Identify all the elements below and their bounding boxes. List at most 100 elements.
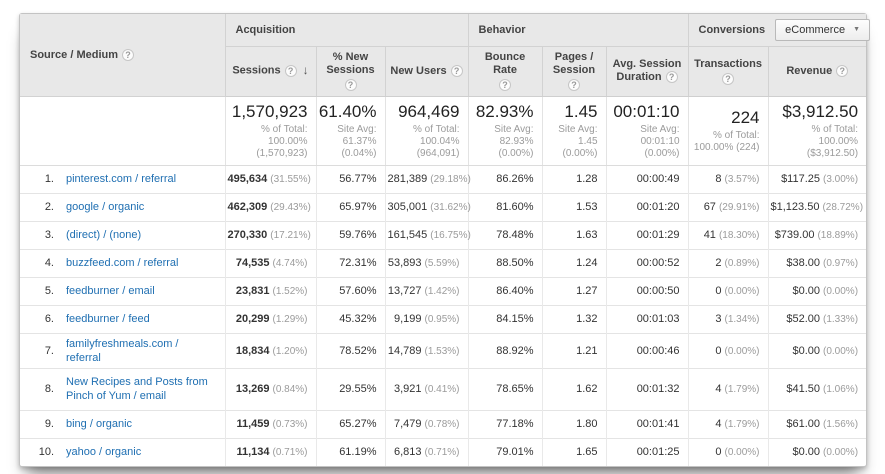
chevron-down-icon: ▼ [853,26,860,34]
sort-desc-icon[interactable]: ↓ [302,63,309,78]
new-users-cell: 3,921 (0.41%) [384,367,469,410]
source-medium-link[interactable]: google / organic [66,201,145,213]
revenue-cell: $117.25 (3.00%) [767,164,867,193]
table-row: 5. feedburner / email 23,831 (1.52%) 57.60… [20,276,867,305]
sessions-cell: 13,269 (0.84%) [224,367,316,410]
source-medium-link[interactable]: buzzfeed.com / referral [66,257,179,269]
column-header-row: Sessions? ↓ % New Sessions? New Users? Bo… [20,46,867,97]
source-medium-cell: 1. pinterest.com / referral [20,164,225,193]
bounce-rate-cell: 86.40% [467,276,543,305]
totals-bounce-rate: 82.93% Site Avg: 82.93% (0.00%) [467,96,543,166]
help-icon[interactable]: ? [122,48,135,61]
source-medium-link[interactable]: bing / organic [66,418,133,430]
help-icon[interactable]: ? [568,79,581,91]
revenue-cell: $0.00 (0.00%) [767,276,867,305]
bounce-rate-cell: 78.48% [467,220,543,249]
source-medium-cell: 6. feedburner / feed [20,304,225,333]
source-medium-link[interactable]: familyfreshmeals.com / referral [66,337,179,364]
source-medium-cell: 4. buzzfeed.com / referral [20,248,225,277]
column-header-sessions[interactable]: Sessions? ↓ [224,46,316,97]
column-header-revenue[interactable]: Revenue? [767,46,867,97]
revenue-cell: $1,123.50 (28.72%) [767,192,867,221]
sessions-cell: 20,299 (1.29%) [224,304,316,333]
totals-new-sessions: 61.40% Site Avg: 61.37% (0.04%) [315,96,385,166]
help-icon[interactable]: ? [665,71,678,84]
transactions-cell: 41 (18.30%) [687,220,769,249]
group-header-acquisition: Acquisition [224,14,469,47]
help-icon[interactable]: ? [284,64,297,77]
table-row: 2. google / organic 462,309 (29.43%) 65.97… [20,192,867,221]
new-sessions-cell: 56.77% [315,164,385,193]
pages-session-cell: 1.32 [541,304,607,333]
table-row: 4. buzzfeed.com / referral 74,535 (4.74%) … [20,248,867,277]
new-users-cell: 7,479 (0.78%) [384,409,469,438]
analytics-report-table: Source / Medium? Acquisition Behavior Co… [19,13,870,467]
source-medium-link[interactable]: pinterest.com / referral [66,173,177,185]
acquisition-label: Acquisition [235,23,296,36]
source-medium-cell: 7. familyfreshmeals.com / referral [20,332,225,368]
source-medium-link[interactable]: (direct) / (none) [66,229,142,241]
table-row: 10. yahoo / organic 11,134 (0.71%) 61.19% … [20,437,867,466]
sessions-cell: 495,634 (31.55%) [224,164,316,193]
source-medium-link[interactable]: feedburner / feed [66,313,150,325]
column-header-transactions[interactable]: Transactions? [687,46,769,97]
totals-avg-session-duration: 00:01:10 Site Avg: 00:01:10 (0.00%) [605,96,689,166]
new-sessions-cell: 59.76% [315,220,385,249]
source-medium-link[interactable]: yahoo / organic [66,446,142,459]
group-header-row: Source / Medium? Acquisition Behavior Co… [20,14,870,97]
row-rank: 9. [44,418,54,430]
pages-session-cell: 1.63 [541,220,607,249]
sessions-cell: 23,831 (1.52%) [224,276,316,305]
bounce-rate-cell: 79.01% [467,437,543,466]
source-medium-cell: 8. New Recipes and Posts from Pinch of Yu… [20,367,225,410]
source-medium-cell: 3. (direct) / (none) [20,220,225,249]
column-header-pages-session[interactable]: Pages / Session? [541,46,607,97]
source-medium-link[interactable]: feedburner / email [66,285,155,297]
new-users-cell: 281,389 (29.18%) [384,164,471,193]
sessions-cell: 11,134 (0.71%) [224,437,316,466]
help-icon[interactable]: ? [499,79,512,91]
column-header-new-users[interactable]: New Users? [384,46,469,97]
help-icon[interactable]: ? [722,72,735,85]
transactions-cell: 67 (29.91%) [687,192,769,221]
row-rank: 2. [44,201,54,213]
avg-session-duration-cell: 00:01:03 [605,304,689,333]
table-row: 1. pinterest.com / referral 495,634 (31.55… [20,164,867,193]
new-users-cell: 53,893 (5.59%) [384,248,469,277]
sessions-cell: 11,459 (0.73%) [224,409,316,438]
pages-session-cell: 1.80 [541,409,607,438]
behavior-label: Behavior [478,23,526,36]
totals-pages-session: 1.45 Site Avg: 1.45 (0.00%) [541,96,607,166]
help-icon[interactable]: ? [836,64,849,77]
source-medium-link[interactable]: New Recipes and Posts from Pinch of Yum … [66,376,208,402]
help-icon[interactable]: ? [450,64,463,77]
revenue-cell: $38.00 (0.97%) [767,248,867,277]
avg-session-duration-cell: 00:01:32 [605,367,689,410]
column-header-avg-session-duration[interactable]: Avg. Session Duration? [605,46,689,97]
new-sessions-cell: 65.27% [315,409,385,438]
sessions-cell: 18,834 (1.20%) [224,332,316,368]
new-sessions-cell: 65.97% [315,192,385,221]
column-header-new-sessions[interactable]: % New Sessions? [315,46,385,97]
revenue-cell: $41.50 (1.06%) [767,367,867,410]
new-users-cell: 13,727 (1.42%) [384,276,469,305]
pages-session-cell: 1.27 [541,276,607,305]
totals-row: 1,570,923% of Total: 100.00% (1,570,923)… [20,96,867,166]
column-header-bounce-rate[interactable]: Bounce Rate? [467,46,543,97]
new-users-cell: 6,813 (0.71%) [384,437,469,466]
source-medium-table: Source / Medium? Acquisition Behavior Co… [20,14,870,466]
bounce-rate-cell: 81.60% [467,192,543,221]
revenue-cell: $739.00 (18.89%) [767,220,867,249]
revenue-cell: $52.00 (1.33%) [767,304,867,333]
new-users-cell: 14,789 (1.53%) [384,332,469,368]
row-rank: 1. [44,173,54,185]
dimension-column-header[interactable]: Source / Medium? [20,14,225,97]
help-icon[interactable]: ? [344,79,357,91]
ecommerce-dropdown-value: eCommerce [785,23,846,36]
source-medium-cell: 10. yahoo / organic [20,437,225,466]
bounce-rate-cell: 78.65% [467,367,543,410]
conversions-label: Conversions [698,23,766,36]
ecommerce-dropdown[interactable]: eCommerce ▼ [775,18,870,41]
totals-sessions: 1,570,923% of Total: 100.00% (1,570,923) [224,96,316,166]
sessions-cell: 74,535 (4.74%) [224,248,316,277]
